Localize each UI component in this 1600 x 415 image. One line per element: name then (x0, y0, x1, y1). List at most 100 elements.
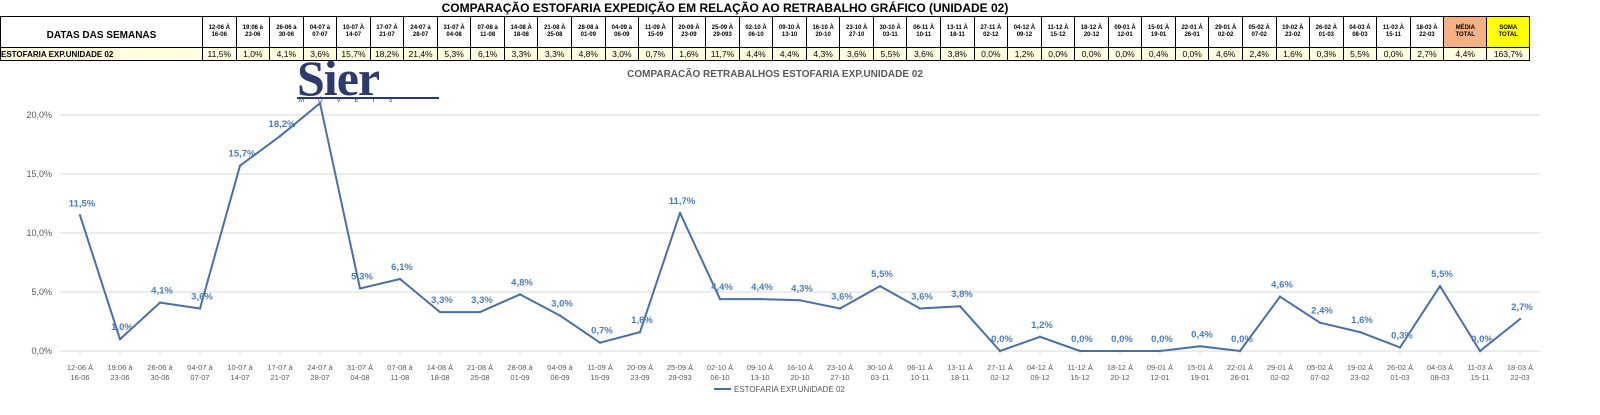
x-tick-label: 15-12 (1070, 373, 1089, 382)
week-start: 16-10 À (812, 25, 834, 31)
week-start: 17-07 À (376, 25, 398, 31)
week-start: 04-12 À (1013, 25, 1036, 31)
week-start: 27-11 À (980, 25, 1002, 31)
media-total-header-line: MÉDIA (1455, 25, 1475, 31)
x-tick-label: 04-03 À (1427, 363, 1453, 372)
value-cell: 0,0% (1074, 47, 1109, 61)
x-tick-label: 07-08 à (387, 363, 413, 372)
x-tick-label: 22-03 (1510, 373, 1529, 382)
week-header-cell: 09-10 À 13-10 (772, 16, 807, 48)
table-header-row: DATAS DAS SEMANAS 12-06 À 16-06 19:06 à 23-… (0, 16, 1531, 48)
data-label: 4,6% (1271, 280, 1293, 291)
week-end: 07-02 (1251, 32, 1267, 38)
x-tick-label: 22-01 À (1227, 363, 1253, 372)
x-tick-label: 21-07 (270, 373, 289, 382)
data-label: 5,5% (871, 269, 893, 280)
week-start: 24-07 à (410, 25, 431, 31)
data-point (1358, 330, 1362, 334)
x-tick-label: 12-06 À (67, 363, 93, 372)
week-end: 08-03 (1352, 32, 1368, 38)
x-tick-label: 07-07 (190, 373, 209, 382)
week-header-cell: 04-07 à 07-07 (302, 16, 338, 48)
series-line (79, 102, 1521, 352)
value-cell: 3,3% (537, 47, 573, 61)
week-header-cell: 18-12 À 20-12 (1074, 16, 1109, 48)
week-end: 09-12 (1016, 32, 1033, 38)
x-tick-label: 26-06 à (147, 363, 173, 372)
x-tick-label: 09-12 (1030, 373, 1049, 382)
week-start: 14-08 À (510, 25, 532, 31)
week-header-cell: 14-08 À 18-08 (503, 16, 539, 48)
x-tick-label: 15-11 (1471, 373, 1490, 382)
x-tick-label: 11-03 À (1467, 363, 1493, 372)
data-point (558, 314, 562, 317)
week-start: 31-07 À (443, 25, 465, 31)
x-tick-label: 04-08 (350, 373, 369, 382)
week-end: 15-12 (1050, 32, 1066, 38)
week-header-cell: 28-08 à 01-09 (571, 16, 606, 48)
y-tick-label: 0,0% (31, 346, 52, 356)
value-cell: 11,7% (705, 47, 740, 61)
week-start: 18-03 À (1416, 25, 1438, 31)
week-end: 10-11 (916, 32, 932, 38)
data-label: 4,3% (791, 283, 813, 294)
week-end: 23-06 (245, 32, 261, 38)
x-tick-label: 02-12 (990, 373, 1009, 382)
week-start: 04-09 à (611, 25, 633, 31)
week-end: 23-09 (681, 32, 697, 38)
week-start: 26-06 à (276, 25, 297, 31)
x-tick-label: 12-01 (1150, 373, 1169, 382)
data-point (1478, 349, 1482, 353)
header-label: DATAS DAS SEMANAS (0, 16, 203, 48)
week-start: 15-01 À (1147, 25, 1170, 31)
data-point (1318, 321, 1322, 324)
data-point (1398, 346, 1402, 349)
data-point (1438, 284, 1442, 288)
week-header-cell: 18-03 À 22-03 (1409, 16, 1445, 48)
data-point (1278, 295, 1282, 298)
data-point (238, 164, 242, 167)
value-cell: 0,0% (1174, 47, 1210, 61)
week-header-cell: 12-06 À 16-06 (202, 16, 237, 48)
x-tick-label: 02-02 (1270, 373, 1289, 382)
data-label: 3,0% (551, 299, 573, 310)
x-tick-label: 28-08 à (507, 363, 533, 372)
data-label: 0,0% (991, 334, 1013, 345)
week-start: 23-10 À (845, 25, 868, 31)
x-tick-label: 21-08 À (467, 363, 493, 372)
week-end: 04-08 (446, 32, 462, 38)
week-start: 21-08 À (544, 25, 566, 31)
week-start: 11-09 À (644, 25, 666, 31)
data-label: 3,6% (191, 292, 213, 303)
week-header-cell: 25-09 À 29-093 (705, 16, 740, 48)
week-header-cell: 26-06 à 30-06 (269, 16, 304, 48)
value-cell: 18,2% (369, 47, 405, 61)
week-start: 29-01 À (1215, 25, 1237, 31)
week-header-cell: 04-12 À 09-12 (1007, 16, 1042, 48)
chart-title: COMPARACÃO RETRABALHOS ESTOFARIA EXP.UNI… (627, 67, 923, 80)
data-label: 0,3% (1391, 330, 1413, 341)
sier-logo: Sier MÓVEIS (297, 53, 445, 105)
value-cell: 4,8% (571, 47, 606, 61)
data-label: 1,6% (1351, 315, 1373, 326)
week-end: 28-07 (412, 32, 429, 38)
week-header-cell: 04-09 à 06-09 (604, 16, 640, 48)
x-tick-label: 04-07 à (187, 363, 213, 372)
x-tick-label: 10-11 (911, 373, 930, 382)
data-label: 1,0% (111, 322, 133, 333)
x-tick-label: 11-12 À (1067, 363, 1093, 372)
week-start: 25-09 À (711, 25, 734, 31)
week-start: 12-06 À (208, 25, 230, 31)
week-start: 10-07 À (342, 25, 365, 31)
media-total-header: MÉDIA TOTAL (1443, 16, 1488, 48)
week-header-cell: 27-11 À 02-12 (973, 16, 1009, 48)
data-point (718, 297, 722, 301)
legend-label: ESTOFARIA EXP.UNIDADE 02 (734, 385, 845, 394)
week-start: 05-02 À (1248, 25, 1270, 31)
x-tick-label: 25-09 À (667, 363, 693, 372)
x-tick-label: 04-09 à (547, 363, 573, 372)
x-tick-label: 07-02 (1310, 373, 1329, 382)
week-header-cell: 07-08 à 11-08 (470, 16, 505, 48)
week-end: 25-08 (547, 32, 563, 38)
data-label: 3,6% (911, 292, 933, 303)
